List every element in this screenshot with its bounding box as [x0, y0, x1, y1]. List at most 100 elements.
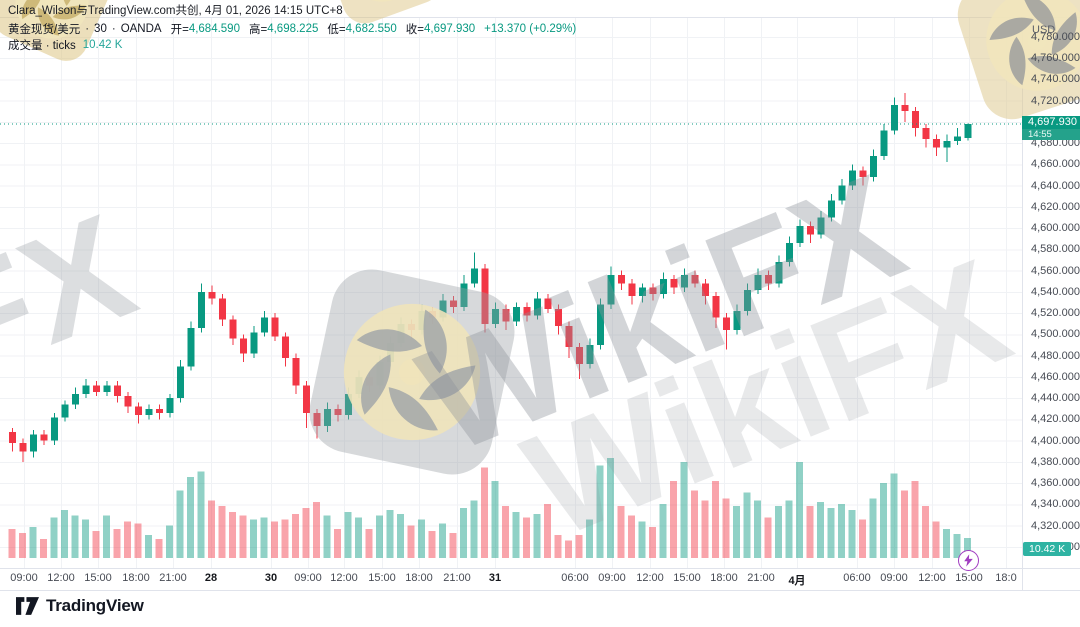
- price-axis-label: 4,760.000: [1031, 52, 1080, 65]
- candle-body: [9, 432, 16, 443]
- volume-bar: [964, 537, 971, 558]
- volume-bar: [838, 504, 845, 558]
- currency-label: USD: [1032, 24, 1056, 36]
- legend-separator: ·: [111, 23, 116, 35]
- volume-bar: [124, 521, 131, 558]
- candle-body: [775, 262, 783, 284]
- candle-body: [859, 170, 867, 178]
- tradingview-attribution[interactable]: TradingView: [16, 596, 144, 616]
- volume-bar: [197, 471, 205, 558]
- price-axis-label: 4,480.000: [1031, 349, 1080, 362]
- volume-bar: [208, 500, 215, 558]
- tradingview-logo-icon: [16, 597, 39, 615]
- volume-bar: [733, 506, 740, 558]
- high-label: 高=: [248, 24, 268, 36]
- volume-bar: [229, 511, 236, 558]
- tradingview-wordmark: TradingView: [46, 596, 144, 615]
- volume-bar: [103, 515, 110, 558]
- time-axis-label: 18:00: [710, 572, 738, 584]
- last-price-value: 4,697.930: [1022, 116, 1080, 129]
- volume-series: [8, 458, 971, 558]
- symbol-title: 黄金现货/美元: [8, 24, 81, 36]
- volume-bar: [512, 511, 520, 558]
- volume-bar: [649, 527, 656, 558]
- candle-body: [51, 417, 58, 441]
- candle-body: [324, 408, 331, 426]
- volume-bar: [397, 513, 404, 558]
- close-value: 4,697.930: [423, 23, 476, 35]
- time-axis-label: 15:00: [368, 572, 396, 584]
- candle-body: [19, 442, 27, 452]
- time-axis-label: 18:00: [405, 572, 433, 584]
- low-label: 低=: [327, 24, 346, 36]
- price-axis-label: 4,520.000: [1031, 307, 1080, 320]
- volume-bar: [449, 533, 457, 558]
- lightning-icon: [964, 554, 973, 567]
- candle-body: [628, 283, 636, 297]
- volume-bar: [638, 521, 646, 558]
- volume-bar: [323, 515, 331, 558]
- candle-body: [933, 138, 940, 148]
- price-axis-label: 4,540.000: [1031, 285, 1080, 298]
- volume-bar: [428, 531, 436, 558]
- volume-bar: [817, 502, 824, 558]
- volume-bar: [869, 498, 877, 558]
- time-axis-label: 12:00: [636, 572, 664, 584]
- attribution-text: Clara_Wilson与TradingView.com共创, 4月 01, 2…: [8, 5, 343, 17]
- volume-bar: [722, 498, 730, 558]
- volume-bar: [292, 513, 299, 558]
- price-axis-label: 4,680.000: [1031, 137, 1080, 150]
- candle-body: [712, 296, 720, 318]
- volume-bar: [313, 502, 320, 558]
- candle-body: [187, 328, 195, 367]
- volume-bar: [407, 525, 415, 558]
- instant-trading-button[interactable]: [958, 550, 979, 571]
- volume-bar: [670, 481, 677, 558]
- candle-body: [586, 345, 594, 365]
- candle-body: [912, 111, 919, 129]
- candle-body: [964, 124, 972, 139]
- time-axis-label: 30: [264, 572, 278, 584]
- candle-body: [481, 268, 489, 324]
- time-axis-label: 15:00: [84, 572, 112, 584]
- volume-bar: [344, 511, 352, 558]
- volume-bar: [166, 525, 173, 558]
- volume-bar: [281, 519, 289, 558]
- candle-body: [544, 298, 552, 309]
- time-axis-label: 09:00: [10, 572, 38, 584]
- time-axis-label: 12:00: [918, 572, 946, 584]
- price-axis-label: 4,360.000: [1031, 477, 1080, 490]
- candle-body: [828, 200, 835, 218]
- time-axis-label: 09:00: [294, 572, 322, 584]
- candle-body: [796, 225, 804, 243]
- wikifx-watermark-text: WikiFX: [0, 182, 154, 525]
- volume-bar: [82, 519, 89, 558]
- candle-body: [93, 385, 100, 392]
- candle-body: [565, 325, 573, 348]
- volume-bar: [596, 465, 604, 558]
- price-axis-label: 4,400.000: [1031, 434, 1080, 447]
- volume-bar: [943, 529, 950, 558]
- volume-bar: [176, 490, 184, 558]
- close-label: 收=: [405, 24, 424, 36]
- candle-body: [450, 300, 457, 307]
- candle-body: [145, 408, 153, 416]
- volume-bar: [491, 481, 499, 558]
- volume-bar: [334, 529, 341, 558]
- candle-body: [807, 225, 814, 235]
- time-axis-label: 12:00: [47, 572, 75, 584]
- wikifx-eagle-watermark: [957, 0, 1080, 120]
- time-axis-label: 31: [488, 572, 502, 584]
- grid-lines: [0, 17, 1022, 568]
- candle-body: [166, 398, 174, 414]
- time-axis-label: 09:00: [880, 572, 908, 584]
- candle-body: [208, 291, 216, 299]
- time-axis-label: 18:00: [122, 572, 150, 584]
- candle-body: [471, 268, 478, 284]
- volume-bar: [712, 481, 719, 558]
- candle-body: [744, 289, 751, 312]
- volume-bar: [302, 508, 310, 558]
- candle-body: [702, 283, 709, 297]
- candle-body: [681, 274, 688, 288]
